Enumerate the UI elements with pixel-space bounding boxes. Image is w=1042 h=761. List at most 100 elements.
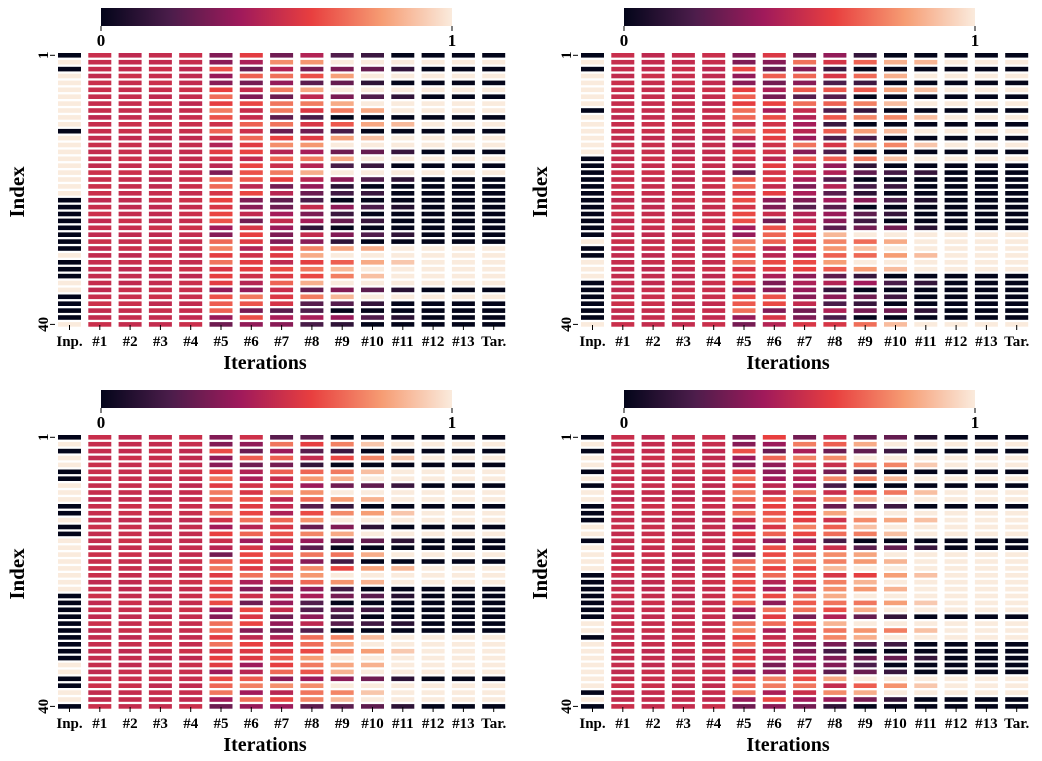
heatmap-cell [762,628,786,633]
heatmap-cell [118,497,142,502]
heatmap-cell [300,204,324,210]
heatmap-cell [611,273,635,279]
heatmap-cell [270,490,294,495]
heatmap-cell [702,635,726,640]
heatmap-cell [451,559,475,564]
heatmap-cell [611,66,635,72]
heatmap-cell [482,676,506,682]
heatmap-cell [148,232,172,237]
heatmap-cell [361,301,384,306]
heatmap-cell [671,497,695,502]
heatmap-cell [451,156,475,162]
heatmap-cell [270,455,294,461]
heatmap-cell [914,163,938,168]
heatmap-cell [361,462,384,468]
heatmap-cell [702,315,726,320]
heatmap-cell [391,607,415,613]
heatmap-cell [944,273,968,279]
heatmap-cell [330,517,354,523]
heatmap-cell [300,59,324,65]
heatmap-cell [148,490,172,495]
heatmap-cell [762,655,786,661]
heatmap-cell [641,462,665,468]
colorbar [101,390,452,408]
heatmap-cell [944,80,968,86]
heatmap-cell [451,280,475,286]
heatmap-cell [118,191,142,196]
heatmap-cell [793,483,817,488]
heatmap-cell [671,260,695,265]
heatmap-cell [361,497,384,502]
heatmap-cell [671,122,695,127]
heatmap-cell [671,156,695,162]
heatmap-cell [179,308,203,313]
heatmap-cell [361,128,384,134]
heatmap-cell [611,122,635,127]
heatmap-cell [702,524,726,530]
heatmap-cell [270,600,294,606]
heatmap-cell [451,87,475,93]
heatmap-cell [179,218,203,224]
heatmap-cell [58,170,81,175]
heatmap-cell [451,80,475,86]
heatmap-cell [793,163,817,168]
heatmap-cell [1005,455,1029,461]
heatmap-cell [611,232,635,237]
heatmap-cell [641,704,665,709]
heatmap-cell [482,273,506,279]
heatmap-cell [391,669,415,675]
heatmap-cell [270,80,294,86]
heatmap-cell [671,455,695,461]
heatmap-cell [914,142,938,148]
heatmap-cell [823,177,847,182]
heatmap-cell [914,600,938,606]
heatmap-cell [884,142,907,148]
heatmap-cell [209,53,233,58]
heatmap-cell [118,593,142,599]
heatmap-cell [914,280,938,286]
heatmap-cell [451,662,475,668]
heatmap-cell [762,135,786,141]
heatmap-cell [58,614,81,619]
heatmap-cell [330,184,354,189]
heatmap-cell [853,204,877,210]
heatmap-cell [732,315,756,320]
heatmap-cell [702,135,726,141]
heatmap-cell [884,704,907,709]
heatmap-cell [58,122,81,127]
heatmap-cell [330,497,354,502]
heatmap-cell [732,614,756,619]
heatmap-cell [209,455,233,461]
heatmap-cell [641,246,665,251]
heatmap-cell [118,552,142,557]
heatmap-cell [853,455,877,461]
heatmap-cell [118,266,142,272]
heatmap-cell [239,246,263,251]
heatmap-cell [239,170,263,175]
heatmap-cell [641,483,665,488]
heatmap-cell [611,690,635,695]
heatmap-cell [118,435,142,440]
heatmap-cell [702,504,726,509]
heatmap-cell [1005,676,1029,682]
heatmap-cell [330,683,354,688]
heatmap-cell [421,177,445,182]
heatmap-cell [762,669,786,675]
heatmap-cell [762,545,786,550]
heatmap-cell [974,260,998,265]
heatmap-cell [641,225,665,231]
heatmap-cell [300,211,324,217]
heatmap-cell [239,59,263,65]
heatmap-cell [884,294,907,300]
heatmap-cell [361,642,384,647]
heatmap-cell [88,315,112,320]
heatmap-cell [148,435,172,440]
heatmap-cell [179,184,203,189]
heatmap-cell [702,441,726,447]
heatmap-cell [330,73,354,79]
heatmap-cell [581,287,604,293]
heatmap-cell [148,197,172,203]
heatmap-cell [179,280,203,286]
heatmap-cell [823,497,847,502]
